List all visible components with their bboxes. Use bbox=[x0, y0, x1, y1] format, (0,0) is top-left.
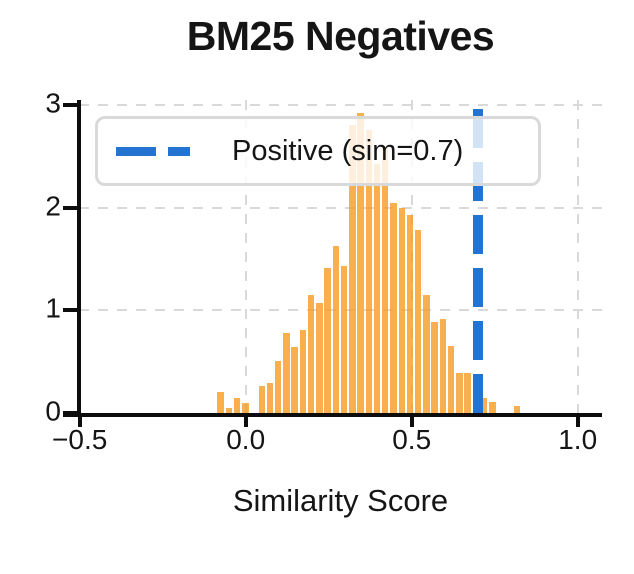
histogram-bar bbox=[299, 329, 307, 413]
legend-dash-segment bbox=[116, 146, 156, 156]
histogram-bar bbox=[242, 402, 249, 413]
histogram-bar bbox=[233, 397, 241, 413]
histogram-bar bbox=[340, 266, 348, 413]
histogram-bar bbox=[489, 401, 496, 413]
x-axis-spine bbox=[63, 413, 602, 417]
y-tick bbox=[63, 102, 77, 107]
histogram-bar bbox=[324, 268, 331, 413]
histogram-bar bbox=[275, 360, 282, 413]
histogram-bar bbox=[283, 332, 290, 413]
x-tick bbox=[243, 417, 248, 427]
gridline-vertical bbox=[244, 100, 247, 413]
legend-dashed-line-icon bbox=[116, 146, 190, 156]
x-tick bbox=[575, 417, 580, 427]
histogram-bar bbox=[382, 145, 389, 413]
histogram-bar bbox=[480, 397, 488, 413]
histogram-bar bbox=[217, 392, 224, 413]
gridline-horizontal bbox=[79, 103, 602, 106]
x-tick-label: 1.0 bbox=[558, 424, 598, 455]
x-tick-label: −0.5 bbox=[52, 424, 108, 455]
y-tick-label: 0 bbox=[45, 395, 61, 427]
histogram-bar bbox=[316, 303, 323, 413]
histogram-bar bbox=[373, 164, 381, 413]
x-tick bbox=[77, 417, 82, 427]
histogram-bar bbox=[513, 405, 521, 413]
y-tick bbox=[63, 205, 77, 210]
histogram-bar bbox=[307, 294, 315, 413]
legend-dash-segment bbox=[168, 146, 190, 156]
histogram-bar bbox=[332, 245, 340, 413]
histogram-bar bbox=[398, 207, 405, 413]
x-axis-label: Similarity Score bbox=[232, 483, 449, 518]
histogram-bar bbox=[349, 125, 356, 413]
histogram-bar bbox=[439, 318, 447, 413]
histogram-bar bbox=[225, 407, 233, 413]
legend-label: Positive (sim=0.7) bbox=[232, 134, 464, 167]
histogram-bar bbox=[406, 214, 414, 413]
positive-threshold-line bbox=[473, 100, 484, 413]
y-tick-label: 2 bbox=[45, 190, 61, 222]
y-tick bbox=[63, 411, 77, 415]
histogram-bar bbox=[464, 372, 471, 413]
histogram-bar bbox=[266, 383, 274, 413]
histogram-bar bbox=[357, 113, 364, 413]
histogram-bar bbox=[447, 346, 455, 413]
histogram-bar bbox=[365, 129, 372, 413]
legend-box: Positive (sim=0.7) bbox=[95, 116, 541, 186]
gridline-horizontal bbox=[79, 206, 602, 209]
y-axis-spine bbox=[77, 100, 81, 417]
x-tick bbox=[409, 417, 414, 427]
histogram-bar bbox=[390, 203, 397, 413]
plot-area: Positive (sim=0.7) −0.5 0.0 0.5 1.0 0 1 2 3 bbox=[45, 88, 602, 455]
y-tick-label: 3 bbox=[45, 87, 61, 119]
histogram-bar bbox=[431, 321, 438, 413]
chart-title: BM25 Negatives bbox=[186, 13, 495, 59]
x-tick-label: 0.5 bbox=[392, 424, 432, 455]
histogram-bar bbox=[258, 386, 265, 413]
y-tick bbox=[63, 308, 77, 313]
x-tick-label: 0.0 bbox=[226, 424, 266, 455]
histogram-bar bbox=[414, 230, 422, 413]
y-tick-label: 1 bbox=[45, 293, 61, 325]
gridline-horizontal bbox=[79, 309, 602, 312]
histogram-bar bbox=[291, 347, 298, 413]
histogram-bar bbox=[423, 294, 430, 413]
histogram-bar bbox=[456, 372, 463, 413]
gridline-vertical bbox=[576, 100, 579, 413]
